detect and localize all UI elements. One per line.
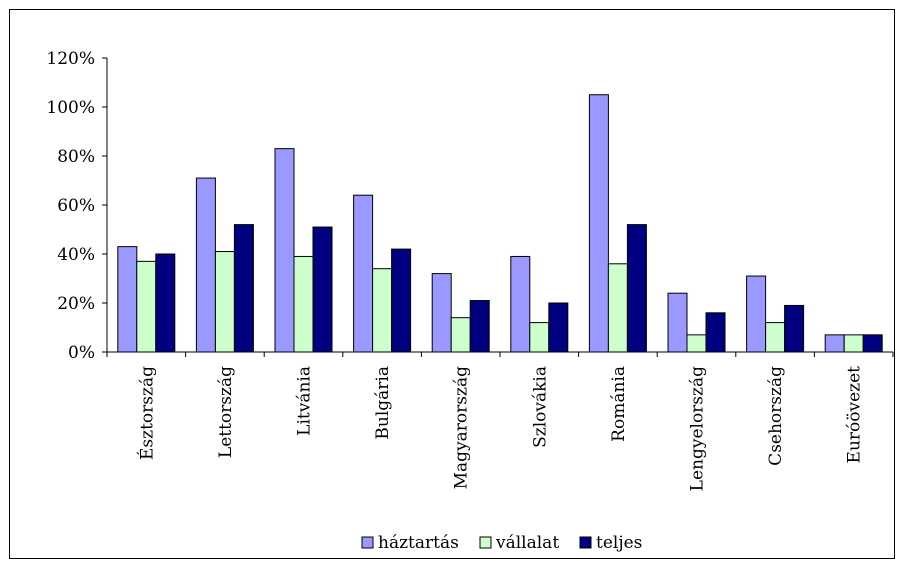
bar-vállalat: [765, 322, 786, 353]
bar-teljes: [626, 224, 647, 353]
bar-teljes: [784, 304, 805, 353]
x-tick-label: Litvánia: [295, 366, 315, 436]
x-tick-label: Észtország: [136, 366, 157, 460]
bar-vállalat: [372, 268, 393, 353]
bar-vállalat: [450, 317, 471, 353]
bar-háztartás: [274, 148, 295, 353]
bar-teljes: [312, 226, 333, 353]
x-tick-label: Bulgária: [373, 366, 393, 440]
x-tick-label: Csehország: [766, 366, 786, 466]
bar-teljes: [705, 312, 726, 353]
x-tick-label: Lengyelország: [688, 366, 708, 491]
bar-háztartás: [824, 334, 845, 353]
bar-teljes: [233, 224, 254, 353]
bar-vállalat: [843, 334, 864, 353]
x-tick-label: Magyarország: [452, 366, 472, 489]
bar-vállalat: [529, 322, 550, 353]
y-tick-label: 0%: [68, 343, 95, 363]
legend-label: teljes: [596, 533, 642, 553]
y-tick-label: 100%: [46, 98, 95, 118]
bar-vállalat: [136, 260, 157, 353]
y-tick-label: 40%: [57, 245, 95, 265]
legend-swatch: [479, 536, 492, 549]
bar-teljes: [548, 302, 569, 353]
legend-label: háztartás: [378, 533, 459, 553]
bar-háztartás: [431, 273, 452, 353]
y-tick-label: 80%: [57, 147, 95, 167]
y-tick-label: 120%: [46, 49, 95, 69]
y-tick-label: 60%: [57, 196, 95, 216]
bar-vállalat: [607, 263, 628, 353]
y-tick-label: 20%: [57, 294, 95, 314]
legend-swatch: [361, 536, 374, 549]
bar-háztartás: [746, 275, 767, 353]
x-tick-label: Lettország: [216, 366, 236, 458]
bar-teljes: [469, 300, 490, 353]
x-tick-label: Románia: [609, 366, 629, 442]
bar-vállalat: [214, 251, 235, 353]
bar-vállalat: [293, 255, 314, 353]
legend-swatch: [579, 536, 592, 549]
bar-teljes: [862, 334, 883, 353]
bar-háztartás: [117, 246, 138, 353]
legend-label: vállalat: [495, 533, 559, 553]
bar-háztartás: [588, 94, 609, 353]
bar-teljes: [391, 248, 412, 353]
x-tick-label: Euróövezet: [845, 366, 865, 464]
x-tick-label: Szlovákia: [530, 366, 550, 448]
bar-háztartás: [510, 255, 531, 353]
bar-vállalat: [686, 334, 707, 353]
bar-háztartás: [195, 177, 216, 353]
bar-háztartás: [353, 194, 374, 353]
bar-teljes: [155, 253, 176, 353]
bar-háztartás: [667, 292, 688, 353]
